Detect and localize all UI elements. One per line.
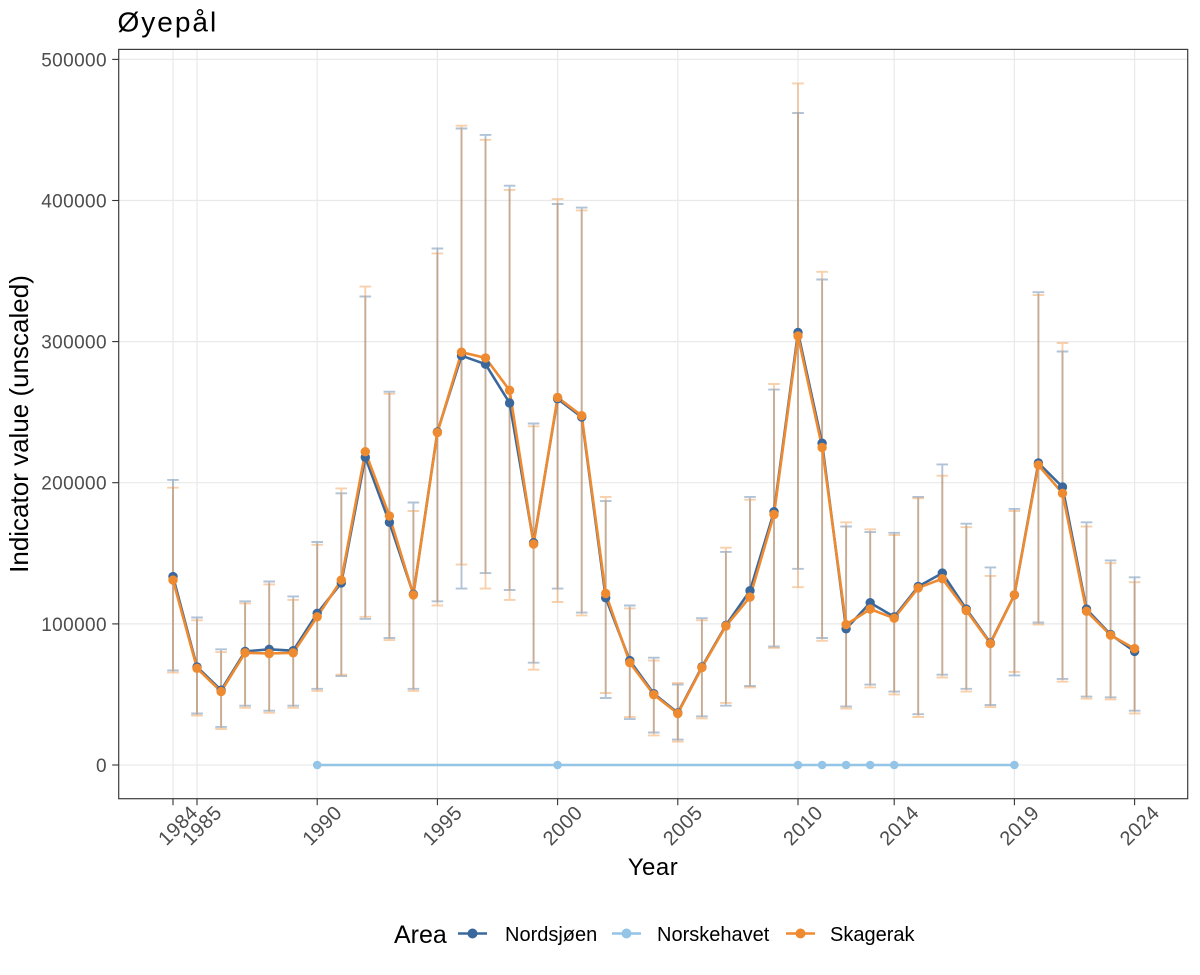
svg-text:0: 0 xyxy=(96,756,107,777)
svg-text:500000: 500000 xyxy=(41,50,107,71)
svg-text:100000: 100000 xyxy=(41,615,107,636)
svg-text:Nordsjøen: Nordsjøen xyxy=(505,924,597,946)
svg-text:Norskehavet: Norskehavet xyxy=(657,924,770,946)
svg-text:Øyepål: Øyepål xyxy=(118,7,219,38)
svg-text:300000: 300000 xyxy=(41,333,107,354)
svg-text:Skagerak: Skagerak xyxy=(830,924,915,946)
svg-text:Indicator value (unscaled): Indicator value (unscaled) xyxy=(4,275,34,573)
svg-text:200000: 200000 xyxy=(41,474,107,495)
svg-text:Area: Area xyxy=(394,921,447,949)
svg-text:Year: Year xyxy=(628,854,679,881)
svg-text:400000: 400000 xyxy=(41,191,107,212)
